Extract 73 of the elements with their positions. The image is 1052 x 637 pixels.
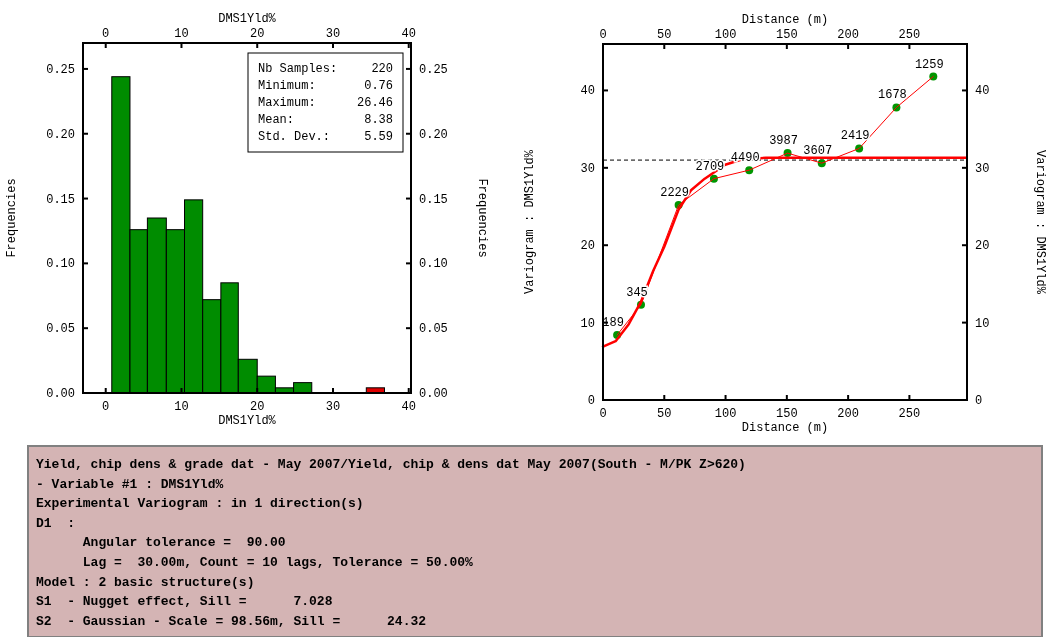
y2-tick-label: 30 [975,161,990,176]
x2-tick-label: 30 [325,400,341,414]
text: Nb Samples: 220 [258,62,393,76]
x-axis-title: DMS1Yld% [218,414,277,428]
x2-tick-label: 20 [250,400,265,414]
y2-tick-label: 0.05 [419,322,448,337]
x2-axis-title: DMS1Yld% [218,12,277,26]
x-tick-label: 150 [776,28,798,42]
x2-tick-label: 10 [174,400,189,414]
text: Std. Dev.: 5.59 [258,130,393,144]
y2-tick-label: 0.15 [419,192,448,207]
x-tick-label: 0 [599,28,607,42]
annotation: 2229 [660,185,690,200]
x-tick-label: 20 [250,27,265,41]
x2-tick-label: 200 [837,407,859,421]
x2-tick-label: 0 [599,407,607,421]
text: Lag = 30.00m, Count = 10 lags, Tolerance = 50.00% [36,555,474,570]
x2-tick-label: 100 [714,407,737,421]
x2-tick-label: 250 [898,407,921,421]
y-tick-label: 10 [580,316,595,331]
x-tick-label: 50 [657,28,672,42]
y2-tick-label: 0.25 [419,62,448,77]
y-tick-label: 30 [580,161,595,176]
text: Maximum: 26.46 [258,96,393,110]
y2-tick-label: 0 [975,394,983,408]
text: Angular tolerance = 90.00 [36,535,286,551]
y-tick-label: 0 [587,394,595,408]
x-tick-label: 40 [401,27,416,41]
y2-tick-label: 0.10 [419,257,448,272]
y-tick-label: 20 [580,239,595,254]
x-tick-label: 200 [837,28,859,42]
annotation: 1259 [914,57,944,72]
y-axis-title: Variogram : DMS1Yld% [523,149,537,295]
y-tick-label: 0.20 [46,127,75,142]
text: Experimental Variogram : in 1 direction(s) [36,496,364,512]
y2-tick-label: 10 [975,316,990,331]
text: Mean: 8.38 [258,113,393,127]
y-tick-label: 0.15 [46,192,75,207]
y2-tick-label: 20 [975,239,990,254]
y-tick-label: 0.05 [46,322,75,337]
x2-tick-label: 0 [102,400,110,414]
y2-tick-label: 0.20 [419,127,448,142]
y-tick-label: 0.00 [46,387,75,401]
y-tick-label: 0.10 [46,257,75,272]
x-tick-label: 10 [174,27,189,41]
y-axis-title: Frequencies [5,178,19,258]
x-tick-label: 0 [102,27,110,41]
y2-axis-title: Frequencies [475,178,489,258]
x2-axis-title: Distance (m) [741,13,829,27]
text: - Variable #1 : DMS1Yld% [36,476,224,492]
text: S1 - Nugget effect, Sill = 7.028 [36,594,333,610]
x-tick-label: 250 [898,28,921,42]
x2-tick-label: 50 [657,407,672,421]
x2-tick-label: 150 [776,407,798,421]
y2-axis-title: Variogram : DMS1Yld% [1033,149,1047,295]
annotation: 1678 [878,88,907,103]
text: Minimum: 0.76 [258,79,393,93]
text: Yield, chip dens & grade dat - May 2007/Yield, chip & dens dat May 2007(South - M/PK Z>620) [36,457,746,472]
x-tick-label: 100 [714,28,737,42]
text: Model : 2 basic structure(s) [36,574,255,590]
x-axis-title: Distance (m) [741,421,829,435]
annotation: 3607 [803,144,833,159]
y-tick-label: 0.25 [46,62,75,77]
y2-tick-label: 0.00 [419,387,448,401]
text: D1 : [36,515,76,531]
text: S2 - Gaussian - Scale = 98.56m, Sill = 24.32 [36,613,427,629]
x2-tick-label: 40 [401,400,416,414]
y-tick-label: 40 [580,84,595,99]
annotation: 3987 [769,134,798,149]
annotation: 189 [602,315,624,330]
x-tick-label: 30 [325,27,341,41]
annotation: 2419 [840,129,870,144]
y2-tick-label: 40 [975,84,990,99]
